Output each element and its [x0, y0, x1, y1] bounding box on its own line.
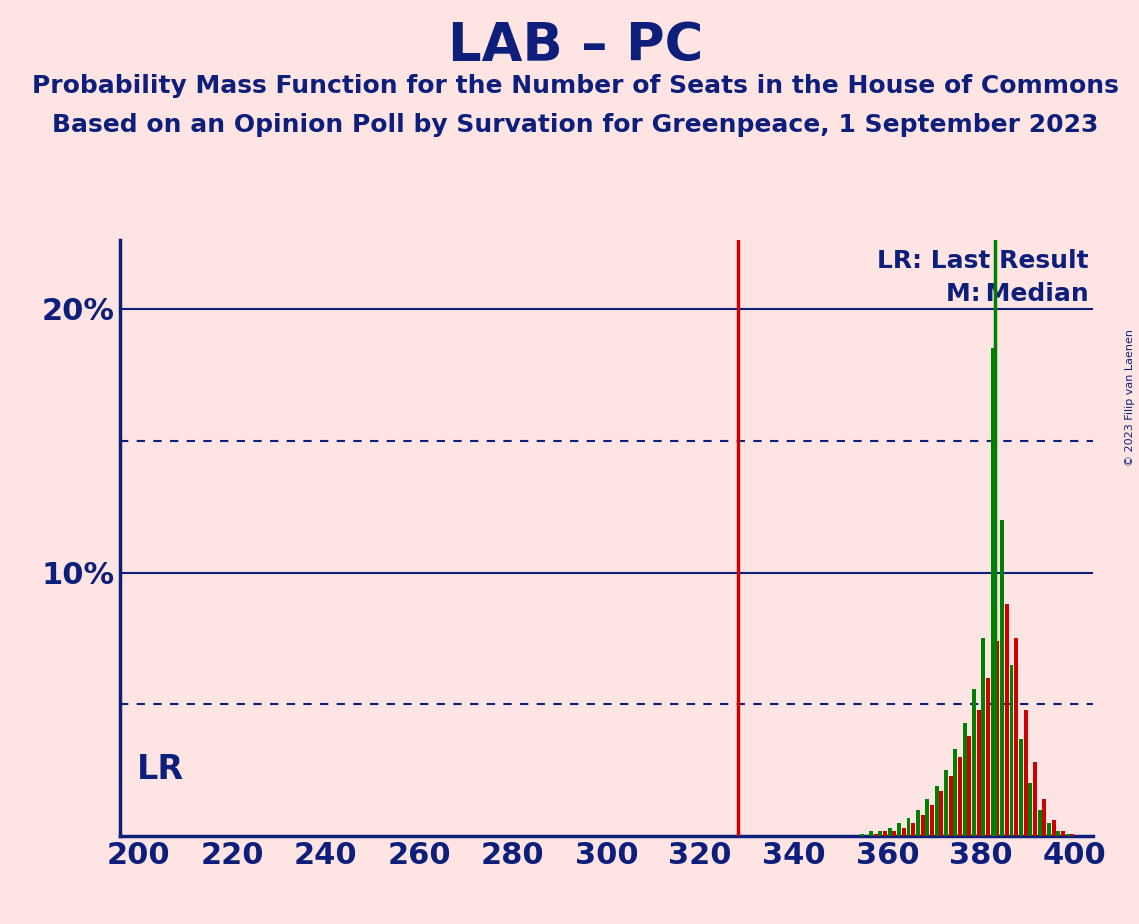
Bar	[911, 823, 915, 836]
Bar	[893, 831, 896, 836]
Bar	[878, 831, 883, 836]
Text: © 2023 Filip van Laenen: © 2023 Filip van Laenen	[1125, 329, 1134, 466]
Bar	[1062, 831, 1065, 836]
Bar	[1042, 799, 1047, 836]
Bar	[962, 723, 967, 836]
Text: Probability Mass Function for the Number of Seats in the House of Commons: Probability Mass Function for the Number…	[32, 74, 1118, 98]
Bar	[1051, 821, 1056, 836]
Bar	[949, 775, 952, 836]
Bar	[1000, 520, 1005, 836]
Bar	[940, 791, 943, 836]
Bar	[1024, 710, 1027, 836]
Text: Based on an Opinion Poll by Survation for Greenpeace, 1 September 2023: Based on an Opinion Poll by Survation fo…	[52, 113, 1098, 137]
Bar	[935, 786, 939, 836]
Bar	[972, 688, 976, 836]
Bar	[995, 641, 999, 836]
Text: LR: Last Result: LR: Last Result	[877, 249, 1089, 274]
Bar	[920, 815, 925, 836]
Bar	[982, 638, 985, 836]
Bar	[902, 828, 906, 836]
Bar	[898, 823, 901, 836]
Text: LR: LR	[137, 753, 185, 785]
Bar	[986, 678, 990, 836]
Bar	[1033, 762, 1036, 836]
Bar	[1047, 823, 1051, 836]
Bar	[1029, 784, 1032, 836]
Bar	[977, 710, 981, 836]
Bar	[883, 831, 887, 836]
Text: M: Median: M: Median	[945, 282, 1089, 306]
Bar	[925, 799, 929, 836]
Text: LAB – PC: LAB – PC	[448, 20, 703, 72]
Bar	[929, 805, 934, 836]
Bar	[991, 348, 994, 836]
Bar	[1071, 833, 1074, 836]
Bar	[907, 818, 910, 836]
Bar	[953, 749, 957, 836]
Bar	[958, 757, 962, 836]
Bar	[874, 833, 878, 836]
Bar	[1014, 638, 1018, 836]
Bar	[1056, 831, 1060, 836]
Bar	[869, 831, 872, 836]
Bar	[1066, 833, 1070, 836]
Bar	[967, 736, 972, 836]
Bar	[860, 833, 863, 836]
Bar	[944, 771, 948, 836]
Bar	[1009, 664, 1014, 836]
Bar	[1038, 809, 1041, 836]
Bar	[916, 809, 920, 836]
Bar	[887, 828, 892, 836]
Bar	[1005, 604, 1009, 836]
Bar	[1019, 738, 1023, 836]
